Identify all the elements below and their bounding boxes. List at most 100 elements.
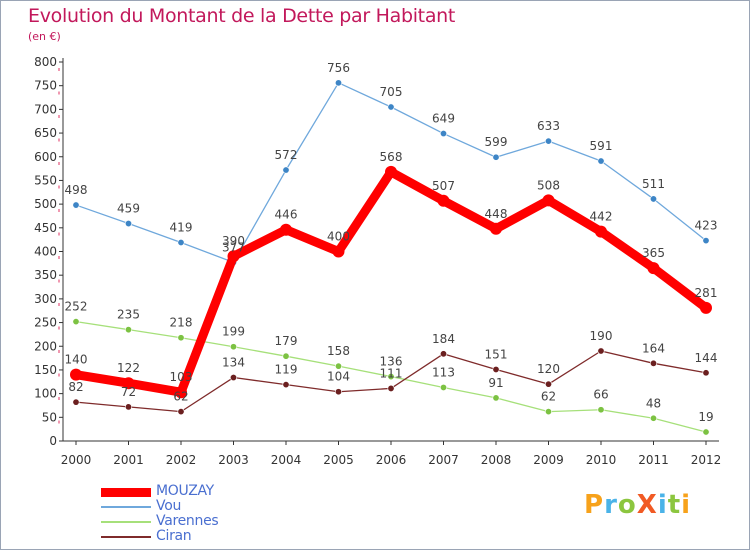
data-point-varennes (230, 343, 238, 351)
data-label-vou: 498 (65, 183, 88, 197)
legend-label-varennes: Varennes (156, 513, 219, 529)
data-label-ciran: 151 (485, 347, 508, 361)
data-label-vou: 649 (432, 112, 455, 126)
data-point-ciran (72, 398, 80, 406)
x-tick-label: 2009 (533, 453, 564, 467)
legend-label-vou: Vou (156, 498, 182, 514)
data-label-vou: 419 (170, 220, 193, 234)
data-label-vou: 459 (117, 202, 140, 216)
data-point-varennes (177, 334, 185, 342)
legend-swatch-mouzay (101, 488, 151, 497)
y-tick-label: 750 (34, 79, 57, 93)
data-point-mouzay (175, 386, 187, 399)
data-label-ciran: 119 (275, 363, 298, 377)
logo-letter: r (604, 490, 618, 520)
data-point-varennes (439, 383, 447, 391)
y-tick-label: 400 (34, 245, 57, 259)
data-label-varennes: 199 (222, 325, 245, 339)
data-label-varennes: 179 (275, 334, 298, 348)
data-label-vou: 756 (327, 61, 350, 75)
logo-letter: t (667, 490, 682, 520)
data-point-mouzay (647, 262, 660, 275)
x-tick-label: 2012 (691, 453, 722, 467)
data-point-ciran (649, 359, 657, 367)
y-tick-label: 700 (34, 102, 57, 116)
legend-swatch-vou (101, 506, 151, 508)
data-label-mouzay: 103 (170, 370, 193, 384)
data-label-ciran: 82 (68, 380, 83, 394)
data-label-mouzay: 508 (537, 178, 560, 192)
x-tick-label: 2003 (218, 453, 249, 467)
x-tick-label: 2010 (586, 453, 617, 467)
data-point-varennes (387, 373, 395, 381)
y-tick-label: 350 (34, 268, 57, 282)
data-label-mouzay: 140 (65, 353, 88, 367)
y-tick-label: 0 (49, 434, 57, 448)
data-point-varennes (72, 318, 80, 326)
y-tick-label: 300 (34, 292, 57, 306)
data-label-varennes: 218 (170, 316, 193, 330)
data-label-ciran: 104 (327, 370, 350, 384)
data-label-varennes: 136 (380, 355, 403, 369)
data-point-mouzay (227, 250, 240, 263)
data-point-ciran (282, 381, 290, 389)
legend-swatch-ciran (101, 536, 151, 538)
data-point-ciran (597, 347, 605, 355)
data-label-vou: 377 (222, 240, 245, 254)
data-point-varennes (597, 406, 605, 414)
data-label-varennes: 158 (327, 344, 350, 358)
data-point-ciran (492, 365, 500, 373)
data-point-mouzay (542, 194, 555, 207)
data-label-ciran: 134 (222, 356, 245, 370)
chart-title: Evolution du Montant de la Dette par Hab… (28, 5, 456, 27)
data-point-varennes (334, 362, 342, 370)
data-point-ciran (702, 369, 710, 377)
data-label-mouzay: 507 (432, 179, 455, 193)
x-tick-label: 2007 (428, 453, 459, 467)
y-tick-label: 600 (34, 150, 57, 164)
x-tick-label: 2011 (638, 453, 669, 467)
data-point-vou (334, 79, 342, 87)
data-point-vou (282, 166, 290, 174)
legend-swatch-varennes (101, 521, 151, 523)
x-tick-label: 2005 (323, 453, 354, 467)
data-label-mouzay: 446 (275, 208, 298, 222)
data-point-vou (649, 195, 657, 203)
data-point-mouzay (700, 301, 712, 314)
y-tick-label: 550 (34, 173, 57, 187)
data-point-vou (72, 201, 80, 209)
data-label-varennes: 252 (65, 300, 88, 314)
chart-subtitle: (en €) (28, 30, 61, 43)
data-label-mouzay: 400 (327, 230, 350, 244)
data-point-mouzay (385, 165, 397, 178)
data-label-mouzay: 390 (222, 234, 245, 248)
data-label-vou: 423 (695, 219, 718, 233)
x-tick-label: 2000 (61, 453, 92, 467)
data-label-mouzay: 448 (485, 207, 508, 221)
data-point-mouzay (332, 245, 345, 258)
logo-letter: X (636, 490, 658, 520)
data-label-varennes: 19 (698, 410, 713, 424)
logo-letter: o (617, 490, 637, 520)
x-tick-label: 2001 (113, 453, 144, 467)
data-point-varennes (702, 428, 710, 436)
data-label-varennes: 66 (593, 388, 608, 402)
logo-letter: i (657, 490, 668, 520)
data-point-ciran (439, 350, 447, 358)
data-label-varennes: 91 (488, 376, 503, 390)
data-label-vou: 633 (537, 119, 560, 133)
data-point-varennes (492, 394, 500, 402)
data-point-mouzay (280, 223, 292, 236)
data-label-ciran: 72 (121, 385, 136, 399)
data-point-vou (125, 220, 133, 228)
data-label-vou: 705 (380, 85, 403, 99)
y-tick-label: 150 (34, 363, 57, 377)
y-tick-label: 50 (42, 410, 57, 424)
data-point-vou (597, 157, 605, 165)
data-label-ciran: 144 (695, 351, 718, 365)
data-point-varennes (544, 408, 552, 416)
data-label-ciran: 62 (173, 390, 188, 404)
proxiti-logo: ProXiti (584, 490, 691, 520)
